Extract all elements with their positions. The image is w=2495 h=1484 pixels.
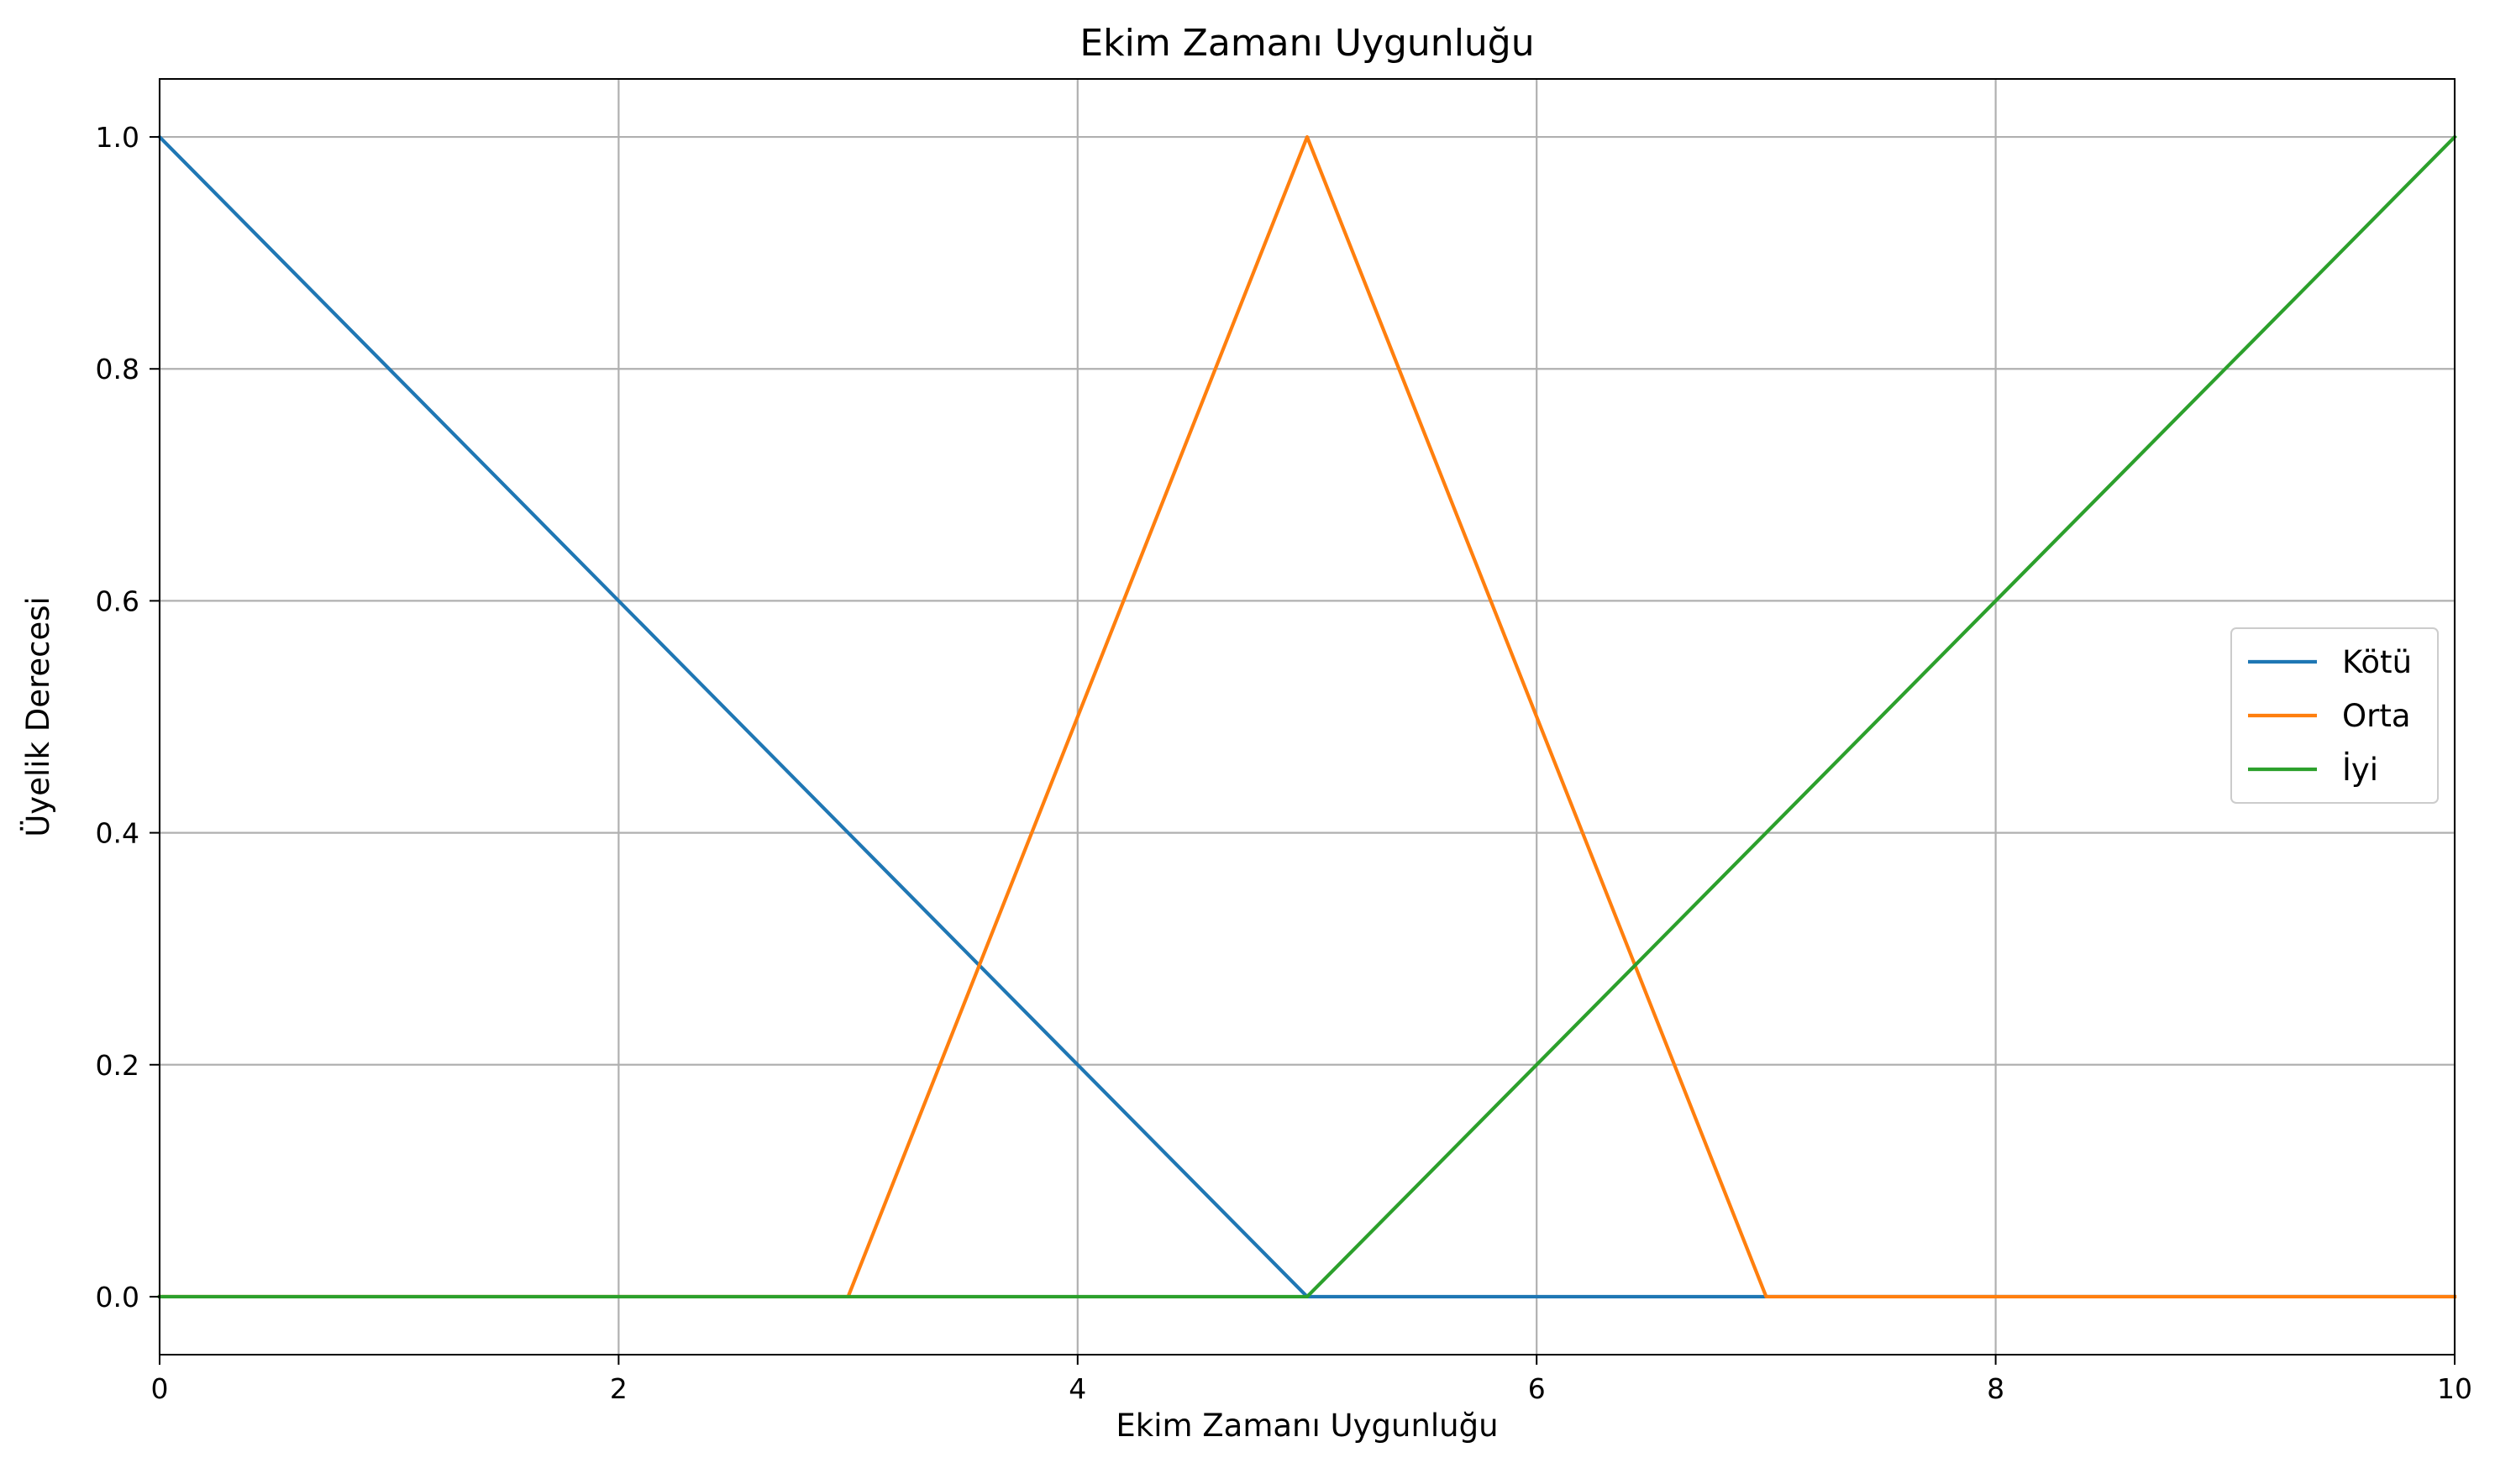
series-lines bbox=[157, 134, 2457, 1299]
legend-label-0: Kötü bbox=[2342, 644, 2412, 680]
series-line-2 bbox=[157, 134, 2457, 1299]
y-tick-label: 1.0 bbox=[96, 121, 139, 154]
legend-frame bbox=[2230, 627, 2439, 804]
axis-ticks: 0 2 4 6 8 10 0.0 0.2 0.4 0.6 0.8 1.0 bbox=[96, 121, 2472, 1405]
x-tick-label: 8 bbox=[1987, 1372, 2004, 1405]
y-tick-label: 0.4 bbox=[96, 817, 139, 850]
x-tick-label: 10 bbox=[2437, 1372, 2472, 1405]
legend-label-2: İyi bbox=[2342, 752, 2378, 788]
y-tick-label: 0.8 bbox=[96, 353, 139, 385]
y-tick-label: 0.2 bbox=[96, 1049, 139, 1082]
chart-title: Ekim Zamanı Uygunluğu bbox=[1079, 22, 1534, 65]
y-tick-label: 0.6 bbox=[96, 585, 139, 617]
y-axis-title: Üyelik Derecesi bbox=[20, 596, 56, 837]
x-tick-label: 6 bbox=[1528, 1372, 1546, 1405]
legend-label-1: Orta bbox=[2342, 698, 2411, 734]
x-tick-label: 0 bbox=[151, 1372, 169, 1405]
legend: Kötü Orta İyi bbox=[2230, 627, 2439, 804]
y-tick-label: 0.0 bbox=[96, 1281, 139, 1314]
x-axis-title: Ekim Zamanı Uygunluğu bbox=[1116, 1408, 1498, 1444]
plot-frame bbox=[159, 78, 2456, 1356]
x-tick-label: 4 bbox=[1069, 1372, 1086, 1405]
x-tick-label: 2 bbox=[610, 1372, 628, 1405]
